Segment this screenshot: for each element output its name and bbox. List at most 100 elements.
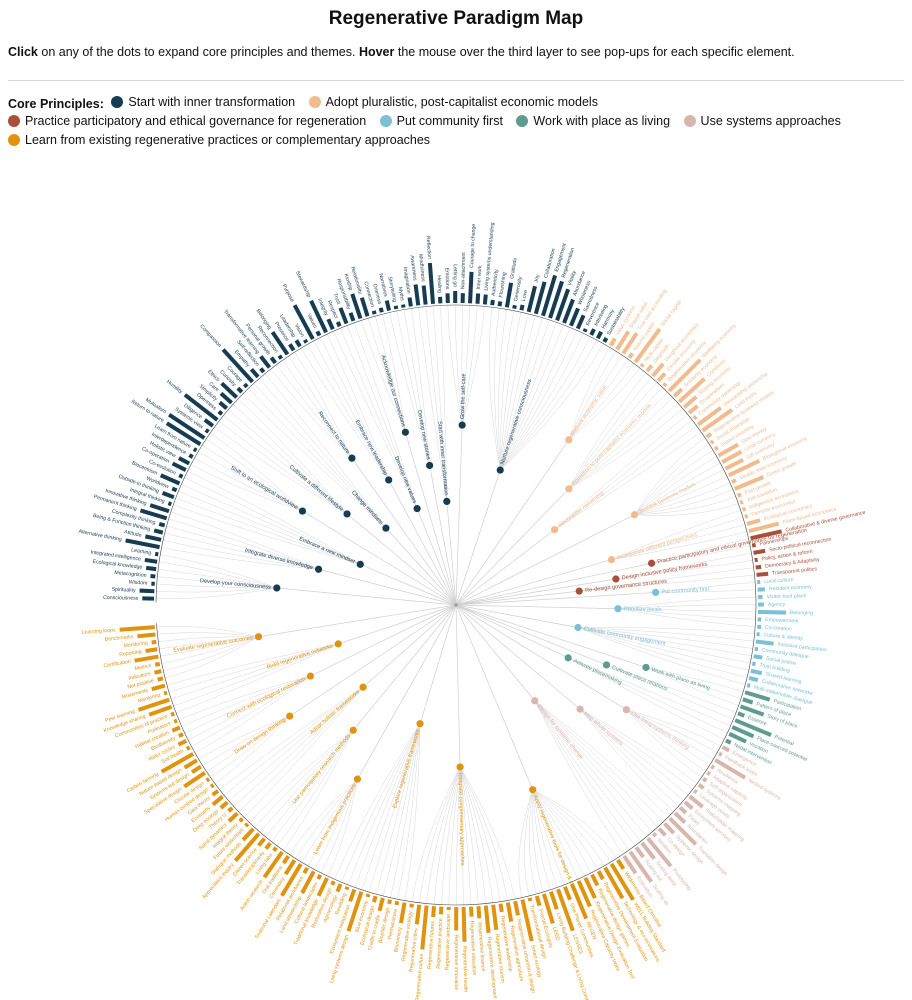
leaf-bar[interactable] — [119, 625, 155, 632]
leaf-label[interactable]: Agency — [768, 602, 786, 608]
leaf-label[interactable]: Attitude — [124, 529, 143, 539]
leaf-bar[interactable] — [461, 906, 467, 942]
leaf-label[interactable]: Local culture — [764, 577, 794, 585]
leaf-label[interactable]: Wellbeing economy — [701, 323, 737, 360]
leaf-bar[interactable] — [634, 846, 645, 859]
leaf-label[interactable]: Metacognition — [114, 570, 147, 579]
leaf-label[interactable]: LEED — [551, 926, 561, 941]
leaf-bar[interactable] — [505, 902, 514, 922]
leaf-bar[interactable] — [139, 508, 168, 521]
leaf-bar[interactable] — [137, 697, 170, 712]
leaf-bar[interactable] — [512, 304, 517, 310]
leaf-bar[interactable] — [330, 880, 336, 886]
leaf-bar[interactable] — [701, 776, 708, 783]
leaf-bar[interactable] — [575, 314, 586, 330]
leaf-bar[interactable] — [603, 866, 625, 900]
leaf-bar[interactable] — [697, 782, 705, 790]
leaf-bar[interactable] — [365, 893, 371, 898]
leaf-bar[interactable] — [338, 307, 349, 325]
leaf-bar[interactable] — [608, 337, 617, 347]
leaf-bar[interactable] — [673, 811, 687, 824]
leaf-bar[interactable] — [556, 888, 575, 932]
leaf-bar[interactable] — [145, 647, 158, 653]
leaf-bar[interactable] — [270, 331, 290, 356]
leaf-label[interactable]: Courage to change — [469, 224, 477, 268]
leaf-bar[interactable] — [209, 783, 215, 789]
leaf-bar[interactable] — [335, 883, 343, 893]
legend-item-systems-approaches[interactable]: Use systems approaches — [683, 113, 841, 130]
leaf-bar[interactable] — [183, 393, 219, 422]
theme-node[interactable] — [565, 436, 573, 444]
leaf-bar[interactable] — [158, 522, 166, 528]
leaf-bar[interactable] — [717, 442, 740, 458]
leaf-bar[interactable] — [149, 503, 170, 514]
leaf-bar[interactable] — [721, 449, 743, 464]
leaf-bar[interactable] — [346, 891, 364, 932]
leaf-bar[interactable] — [183, 771, 207, 789]
leaf-bar[interactable] — [657, 827, 667, 837]
leaf-bar[interactable] — [137, 632, 156, 639]
leaf-bar[interactable] — [616, 858, 626, 870]
leaf-bar[interactable] — [555, 288, 571, 322]
theme-node[interactable] — [496, 466, 504, 474]
leaf-bar[interactable] — [394, 900, 400, 906]
leaf-label[interactable]: Regenerative cities — [408, 928, 419, 973]
leaf-bar[interactable] — [154, 661, 161, 667]
leaf-bar[interactable] — [569, 883, 589, 920]
theme-node[interactable] — [642, 663, 650, 672]
leaf-bar[interactable] — [219, 800, 229, 810]
leaf-label[interactable]: Resident economy — [769, 584, 813, 592]
theme-node[interactable] — [385, 476, 393, 484]
theme-node[interactable] — [334, 640, 342, 648]
leaf-bar[interactable] — [173, 718, 178, 724]
leaf-label[interactable]: Story of place — [766, 713, 798, 729]
leaf-bar[interactable] — [371, 895, 378, 903]
theme-node[interactable] — [612, 575, 620, 583]
leaf-label[interactable]: Generosity — [513, 276, 524, 302]
leaf-label[interactable]: Empowerment — [765, 617, 799, 625]
leaf-bar[interactable] — [519, 304, 525, 311]
leaf-bar[interactable] — [475, 293, 481, 304]
leaf-bar[interactable] — [596, 870, 605, 881]
leaf-bar[interactable] — [204, 428, 210, 434]
leaf-label[interactable]: Indicators — [128, 671, 152, 682]
legend-item-inner-transformation[interactable]: Start with inner transformation — [111, 94, 295, 111]
leaf-label[interactable]: Regenerative landscape — [445, 914, 452, 970]
leaf-bar[interactable] — [281, 855, 290, 865]
leaf-bar[interactable] — [731, 725, 755, 739]
leaf-label[interactable]: Gratitude — [509, 257, 519, 279]
leaf-bar[interactable] — [283, 859, 297, 876]
leaf-bar[interactable] — [589, 328, 596, 336]
theme-node[interactable] — [348, 454, 356, 462]
leaf-bar[interactable] — [125, 538, 160, 550]
leaf-bar[interactable] — [549, 891, 559, 910]
theme-node[interactable] — [343, 510, 351, 518]
legend-item-existing-practices[interactable]: Learn from existing regenerative practic… — [8, 132, 430, 149]
leaf-bar[interactable] — [134, 654, 159, 663]
leaf-label[interactable]: Trust building — [759, 662, 791, 674]
leaf-label[interactable]: Joy — [533, 273, 541, 283]
leaf-bar[interactable] — [227, 811, 239, 823]
leaf-label[interactable]: Love — [521, 289, 529, 301]
theme-node[interactable] — [382, 524, 390, 532]
leaf-bar[interactable] — [748, 675, 759, 683]
theme-node[interactable] — [574, 623, 582, 632]
leaf-bar[interactable] — [750, 668, 763, 676]
theme-node[interactable] — [630, 511, 639, 519]
leaf-bar[interactable] — [161, 491, 175, 500]
theme-node[interactable] — [401, 428, 409, 436]
leaf-bar[interactable] — [211, 795, 224, 807]
leaf-bar[interactable] — [534, 895, 542, 907]
leaf-bar[interactable] — [746, 518, 761, 526]
leaf-label[interactable]: Certification — [103, 659, 131, 670]
leaf-bar[interactable] — [233, 832, 261, 863]
leaf-bar[interactable] — [178, 732, 184, 738]
leaf-label[interactable]: Transparent politics — [772, 566, 818, 577]
leaf-label[interactable]: Regenerative culture — [415, 953, 426, 1000]
leaf-bar[interactable] — [693, 788, 698, 794]
leaf-label[interactable]: Culture & identity — [763, 632, 803, 642]
theme-node[interactable] — [607, 556, 616, 564]
leaf-bar[interactable] — [646, 836, 673, 868]
leaf-bar[interactable] — [513, 900, 520, 916]
leaf-bar[interactable] — [615, 330, 631, 351]
